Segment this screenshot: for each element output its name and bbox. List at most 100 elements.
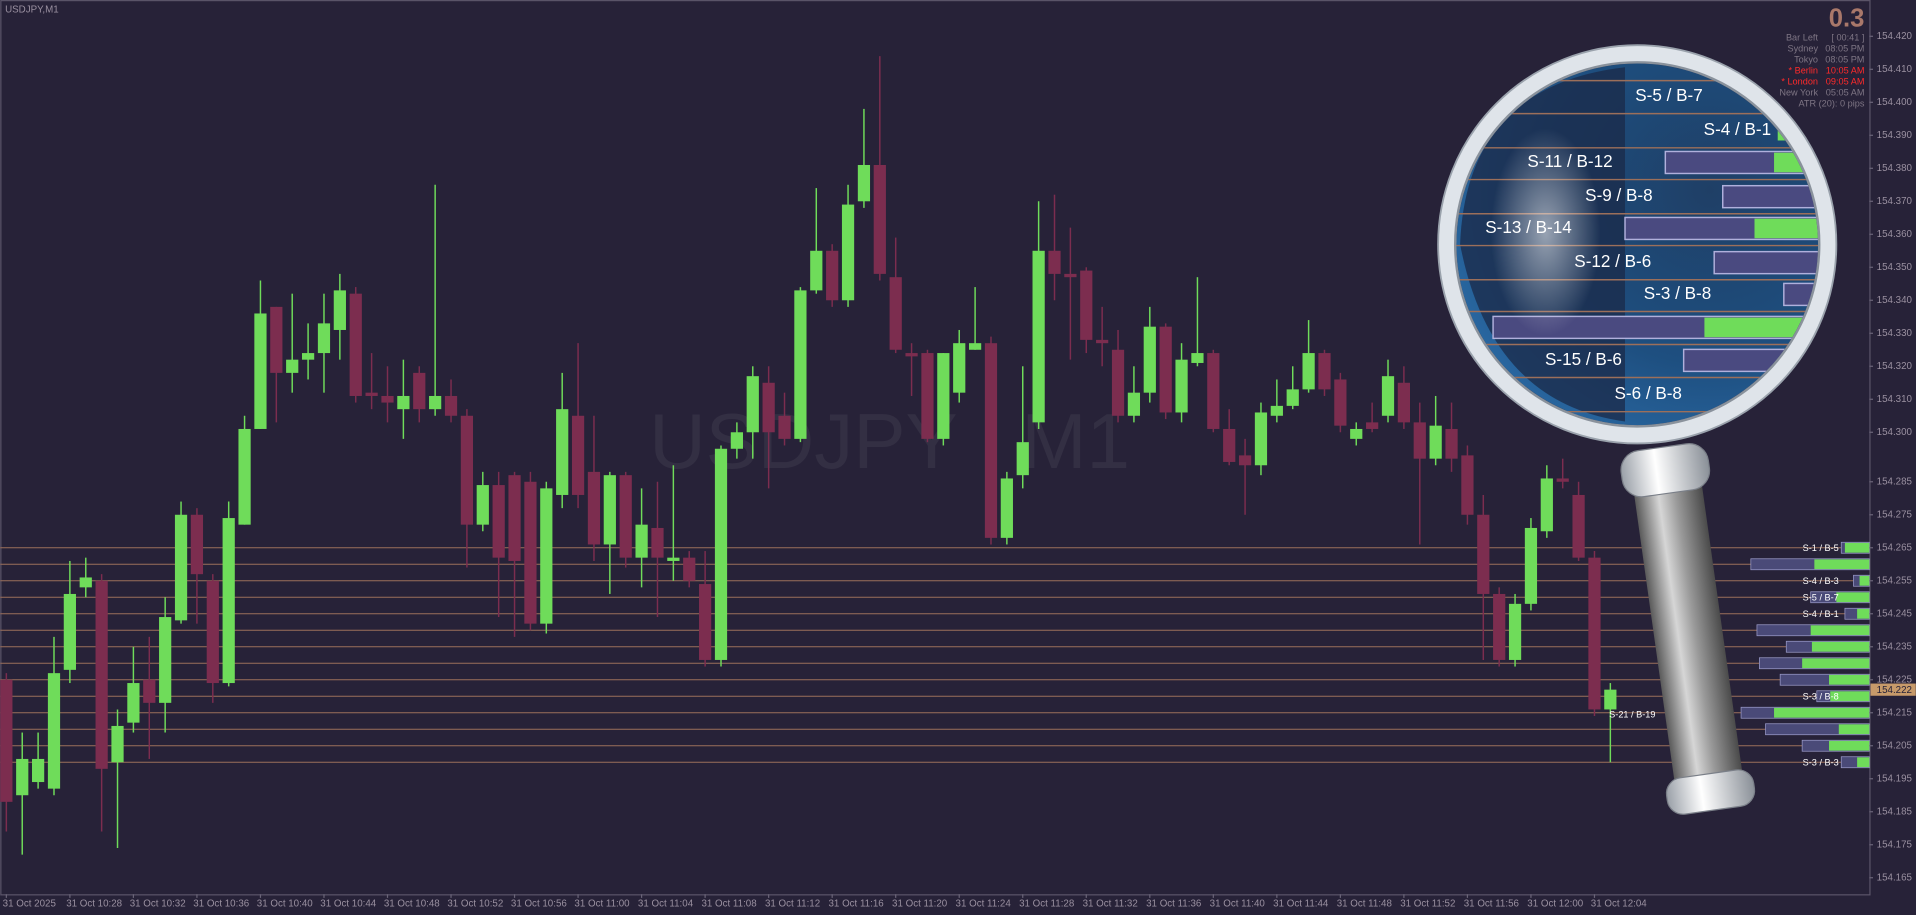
x-tick-label: 31 Oct 10:44 xyxy=(320,899,376,910)
y-tick-label: 154.195 xyxy=(1877,773,1913,784)
candle-body xyxy=(1096,339,1109,344)
candle-body xyxy=(1445,428,1458,459)
candle-body xyxy=(301,353,315,360)
chart-title: USDJPY,M1 xyxy=(5,4,59,15)
candle-body xyxy=(603,475,616,545)
candle-body xyxy=(1270,405,1283,416)
handle-shaft xyxy=(1633,481,1744,794)
candle-body xyxy=(857,164,871,202)
y-tick-label: 154.320 xyxy=(1877,361,1913,372)
candle-body xyxy=(699,584,712,660)
candle-body xyxy=(953,343,966,393)
x-tick-label: 31 Oct 11:44 xyxy=(1273,899,1329,910)
candle-body xyxy=(174,514,188,621)
x-tick-label: 31 Oct 11:00 xyxy=(574,899,630,910)
candle-body xyxy=(111,725,124,763)
candle-body xyxy=(95,580,108,769)
info-value: 0.3 xyxy=(1829,4,1865,32)
x-tick-label: 31 Oct 11:16 xyxy=(829,899,884,910)
candle-body xyxy=(714,448,728,660)
candle-body xyxy=(1159,326,1172,413)
candle-body xyxy=(571,415,585,495)
candle-body xyxy=(1175,359,1188,413)
info-row-value: 08:05 PM xyxy=(1825,43,1864,53)
candle-body xyxy=(1366,422,1379,429)
level-label: S-3 / B-3 xyxy=(1803,757,1839,767)
x-tick-label: 31 Oct 2025 xyxy=(3,899,57,910)
level-buy-bar xyxy=(1811,641,1870,652)
candle-body xyxy=(1318,353,1331,390)
candle-body xyxy=(1429,425,1442,459)
x-tick-label: 31 Oct 11:20 xyxy=(892,899,948,910)
x-tick-label: 31 Oct 10:56 xyxy=(511,899,567,910)
level-buy-bar xyxy=(1857,608,1870,619)
candle-body xyxy=(794,290,807,439)
candle-body xyxy=(79,577,92,588)
lens-ring xyxy=(1438,45,1837,444)
candles: S-21 / B-19 xyxy=(0,56,1656,855)
y-tick-label: 154.205 xyxy=(1877,740,1913,751)
candle-body xyxy=(508,475,521,561)
info-row-value: [ 00:41 ] xyxy=(1831,32,1864,42)
level-buy-bar xyxy=(1844,542,1870,553)
y-tick-label: 154.390 xyxy=(1877,130,1913,141)
candle-body xyxy=(841,204,855,301)
candle-body xyxy=(63,593,76,670)
candle-body xyxy=(1604,689,1617,710)
lens-buy-bar xyxy=(1704,317,1819,338)
candle-body xyxy=(1397,382,1411,423)
candle-body xyxy=(667,557,680,561)
lens-label: S-6 / B-8 xyxy=(1614,384,1681,403)
info-row-label: * London xyxy=(1781,76,1818,86)
info-row-value: 08:05 PM xyxy=(1825,54,1864,64)
candle-body xyxy=(333,290,346,330)
current-price-label: 154.222 xyxy=(1877,685,1912,696)
level-label: S-4 / B-1 xyxy=(1803,609,1839,619)
candle-body xyxy=(397,395,410,410)
x-tick-label: 31 Oct 11:04 xyxy=(638,899,694,910)
candle-body xyxy=(1080,270,1093,340)
candle-body xyxy=(1477,514,1490,594)
candle-body xyxy=(190,514,204,575)
handle-cap xyxy=(1665,769,1756,815)
y-tick-label: 154.330 xyxy=(1877,328,1913,339)
candle-body xyxy=(16,758,29,796)
candle-body xyxy=(1381,376,1395,416)
candle-body xyxy=(810,250,823,291)
candle-body xyxy=(429,395,442,410)
level-buy-bar xyxy=(1774,707,1870,718)
lens-ring-outer xyxy=(1437,44,1838,445)
y-tick-label: 154.370 xyxy=(1877,196,1913,207)
candle-body xyxy=(905,353,918,357)
x-tick-label: 31 Oct 10:32 xyxy=(130,899,186,910)
y-tick-label: 154.215 xyxy=(1877,707,1913,718)
candle-body xyxy=(984,343,998,538)
candle-body xyxy=(349,293,362,396)
info-row-label: Bar Left xyxy=(1786,32,1819,42)
x-tick-label: 31 Oct 10:36 xyxy=(193,899,249,910)
candle-body xyxy=(889,277,902,350)
level-buy-bar xyxy=(1802,658,1870,669)
candle-body xyxy=(286,359,299,373)
level-label: S-1 / B-5 xyxy=(1803,543,1839,553)
candle-body xyxy=(619,475,632,558)
info-row-label: ATR (20): 0 pips xyxy=(1798,98,1864,108)
level-buy-bar xyxy=(1857,757,1870,768)
candle-body xyxy=(1016,442,1029,476)
candle-body xyxy=(222,518,235,684)
candle-body xyxy=(1588,557,1601,710)
y-tick-label: 154.235 xyxy=(1877,641,1913,652)
y-tick-label: 154.265 xyxy=(1877,542,1913,553)
level-buy-bar xyxy=(1810,625,1870,636)
candle-body xyxy=(381,395,394,403)
candle-body xyxy=(1413,422,1426,459)
x-tick-label: 31 Oct 12:04 xyxy=(1591,899,1647,910)
info-row-label: Tokyo xyxy=(1794,54,1818,64)
y-tick-label: 154.380 xyxy=(1877,163,1913,174)
candle-body xyxy=(206,580,219,684)
candle-body xyxy=(1254,412,1268,466)
candle-body xyxy=(1493,593,1506,660)
candle-body xyxy=(444,395,458,416)
candle-body xyxy=(317,323,331,354)
